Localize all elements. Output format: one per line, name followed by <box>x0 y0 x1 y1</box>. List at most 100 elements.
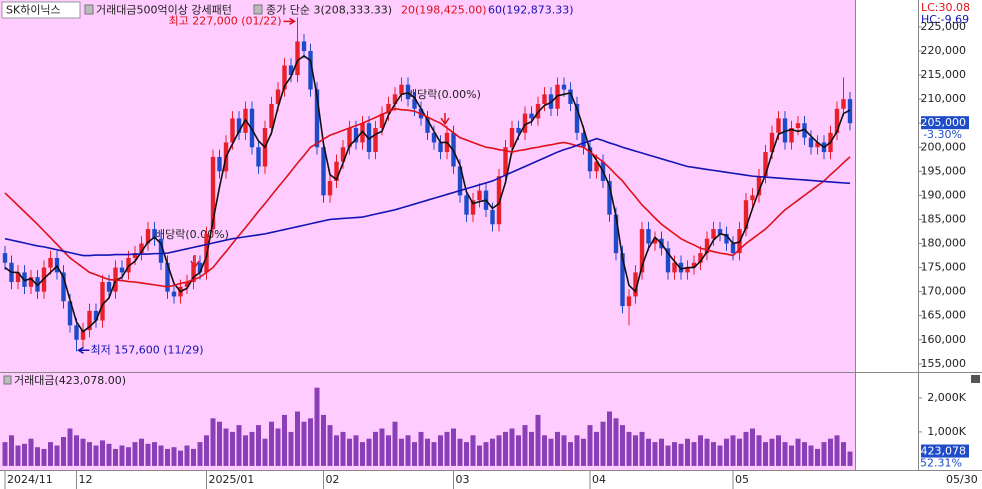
last-volume-box <box>921 444 969 458</box>
candle-body <box>704 238 710 254</box>
volume-bar <box>626 431 632 466</box>
volume-bar <box>288 431 294 466</box>
volume-bar <box>503 431 508 466</box>
volume-bar <box>100 440 105 466</box>
volume-bar <box>750 428 755 466</box>
volume-title: 거래대금(423,078.00) <box>14 374 126 387</box>
x-tick-label: 03 <box>456 473 470 486</box>
volume-bar <box>152 442 157 466</box>
candle-body <box>379 113 385 129</box>
volume-bar <box>724 438 729 466</box>
volume-bar <box>425 438 430 466</box>
volume-bar <box>327 425 333 466</box>
candle-body <box>789 128 794 143</box>
candle-body <box>282 65 287 90</box>
candle-body <box>672 262 677 273</box>
candle-body <box>620 253 625 307</box>
y-tick-label: 210,000 <box>921 92 967 105</box>
y-tick-label: 170,000 <box>921 285 967 298</box>
icon <box>253 4 263 15</box>
volume-bar <box>418 431 424 466</box>
volume-bar <box>769 438 775 466</box>
volume-bar <box>789 445 794 466</box>
volume-bar <box>815 448 820 466</box>
volume-bar <box>607 411 612 466</box>
dividend-arrow <box>440 113 450 126</box>
volume-bar <box>659 438 664 466</box>
candle-body <box>587 147 593 172</box>
volume-bar <box>249 431 255 466</box>
volume-bar <box>548 438 554 466</box>
candle-body <box>626 296 632 307</box>
candle-body <box>691 262 697 268</box>
candle-body <box>425 118 430 133</box>
close-button[interactable] <box>971 375 980 383</box>
candle-body <box>665 248 671 273</box>
volume-bar <box>685 438 690 466</box>
candle-body <box>594 161 599 172</box>
volume-bar <box>704 438 710 466</box>
volume-bar <box>191 448 196 466</box>
y-tick-label: 1,000K <box>927 425 966 438</box>
candle-body <box>698 253 703 263</box>
volume-bar <box>782 442 788 466</box>
volume-bar <box>412 442 417 466</box>
volume-bar <box>613 418 619 466</box>
candle-body <box>256 147 261 167</box>
volume-bar <box>139 438 144 466</box>
volume-bar <box>334 435 339 466</box>
symbol-box[interactable] <box>1 1 81 19</box>
candle-body <box>158 238 164 263</box>
volume-bar <box>178 450 183 466</box>
volume-bar <box>386 435 391 466</box>
volume-bar <box>22 443 27 466</box>
candle-body <box>750 195 755 201</box>
volume-bar <box>438 435 443 466</box>
volume-bar <box>132 442 138 466</box>
candle-body <box>386 103 391 114</box>
volume-bar <box>301 421 307 466</box>
x-tick-label: 2025/01 <box>209 473 255 486</box>
volume-bar <box>35 447 40 466</box>
y-tick-label: 175,000 <box>921 261 967 274</box>
y-tick-label: 165,000 <box>921 309 967 322</box>
candle-body <box>191 262 196 283</box>
candle-body <box>542 94 547 104</box>
volume-bar <box>275 428 281 466</box>
candle-body <box>782 118 788 143</box>
candle-body <box>399 84 404 95</box>
candle-body <box>373 128 378 153</box>
candle-body <box>516 128 521 133</box>
candle-body <box>327 180 333 196</box>
y-tick-label: 195,000 <box>921 164 967 177</box>
x-tick-label: 05 <box>735 473 749 486</box>
y-tick-label: 225,000 <box>921 20 967 33</box>
volume-bar <box>555 431 560 466</box>
volume-bar <box>48 442 53 466</box>
candle-body <box>834 108 840 133</box>
volume-bar <box>54 445 60 466</box>
last-volume: 423,078 <box>921 445 967 458</box>
icon <box>3 375 12 385</box>
volume-bar <box>711 442 716 466</box>
candle-body <box>2 253 8 263</box>
candle-body <box>288 65 294 76</box>
ma-line <box>4 54 851 333</box>
candle-body <box>717 229 723 234</box>
candle-body <box>100 282 105 321</box>
candle-body <box>730 243 736 254</box>
volume-bar <box>568 442 573 466</box>
volume-bar <box>691 442 697 466</box>
candle-body <box>119 267 125 273</box>
candle-body <box>308 51 313 90</box>
legend-entry: 20(198,425.00) <box>401 4 487 17</box>
hc-label: HC:-9.69 <box>921 13 969 26</box>
volume-bar <box>399 438 404 466</box>
volume-bar <box>516 435 521 466</box>
volume-bar <box>646 438 651 466</box>
volume-bar <box>496 435 502 466</box>
y-tick-label: 2,000K <box>927 391 966 404</box>
volume-bar <box>665 445 671 466</box>
volume-bar <box>470 435 476 466</box>
candle-body <box>269 103 274 129</box>
